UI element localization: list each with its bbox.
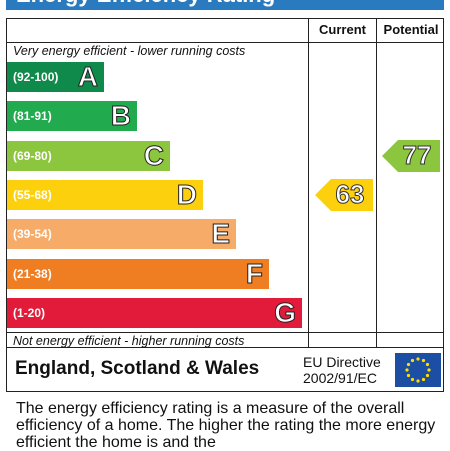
eu-flag-icon: [395, 353, 441, 387]
band-letter: B: [110, 100, 131, 132]
band-e: (39-54) E: [7, 218, 236, 250]
band-letter: G: [274, 296, 297, 328]
rating-table: [6, 18, 444, 348]
description: The energy efficiency rating is a measur…: [16, 400, 436, 451]
band-c: (69-80) C: [7, 139, 170, 171]
band-range-label: (1-20): [13, 305, 46, 320]
band-letter: F: [245, 257, 263, 289]
band-f: (21-38) F: [7, 257, 269, 289]
region-name: England, Scotland & Wales: [15, 358, 260, 379]
bottom-note-divider: [6, 332, 444, 333]
band-letter: A: [77, 61, 98, 92]
column-header-current: Current: [319, 22, 366, 37]
eu-directive-line1: EU Directive: [303, 354, 381, 370]
column-divider-current: [308, 18, 309, 348]
band-range-label: (21-38): [13, 266, 52, 281]
band-range-label: (55-68): [13, 187, 52, 202]
eu-directive: EU Directive 2002/91/EC: [303, 354, 381, 386]
column-divider-potential: [376, 18, 377, 348]
band-letter: D: [176, 178, 197, 210]
band-a: (92-100) A: [7, 61, 104, 92]
band-b: (81-91) B: [7, 100, 137, 132]
potential-rating-arrow-value: 77: [402, 140, 432, 171]
band-g: (1-20) G: [7, 296, 302, 328]
band-range-label: (81-91): [13, 109, 52, 124]
current-rating-arrow: 63: [315, 178, 373, 211]
band-letter: C: [143, 139, 164, 171]
header-divider: [6, 42, 444, 43]
potential-rating-arrow: 77: [382, 139, 440, 172]
bottom-note: Not energy efficient - higher running co…: [13, 334, 245, 348]
chart-title: Energy Efficiency Rating: [6, 0, 444, 10]
region-row: England, Scotland & Wales EU Directive 2…: [6, 348, 444, 392]
band-d: (55-68) D: [7, 178, 203, 210]
band-range-label: (39-54): [13, 227, 52, 242]
column-header-potential: Potential: [383, 22, 439, 37]
band-range-label: (92-100): [13, 70, 59, 84]
current-rating-arrow-value: 63: [335, 179, 365, 210]
eu-directive-line2: 2002/91/EC: [303, 370, 377, 386]
band-range-label: (69-80): [13, 148, 52, 163]
top-note: Very energy efficient - lower running co…: [13, 44, 246, 58]
band-letter: E: [211, 218, 231, 250]
